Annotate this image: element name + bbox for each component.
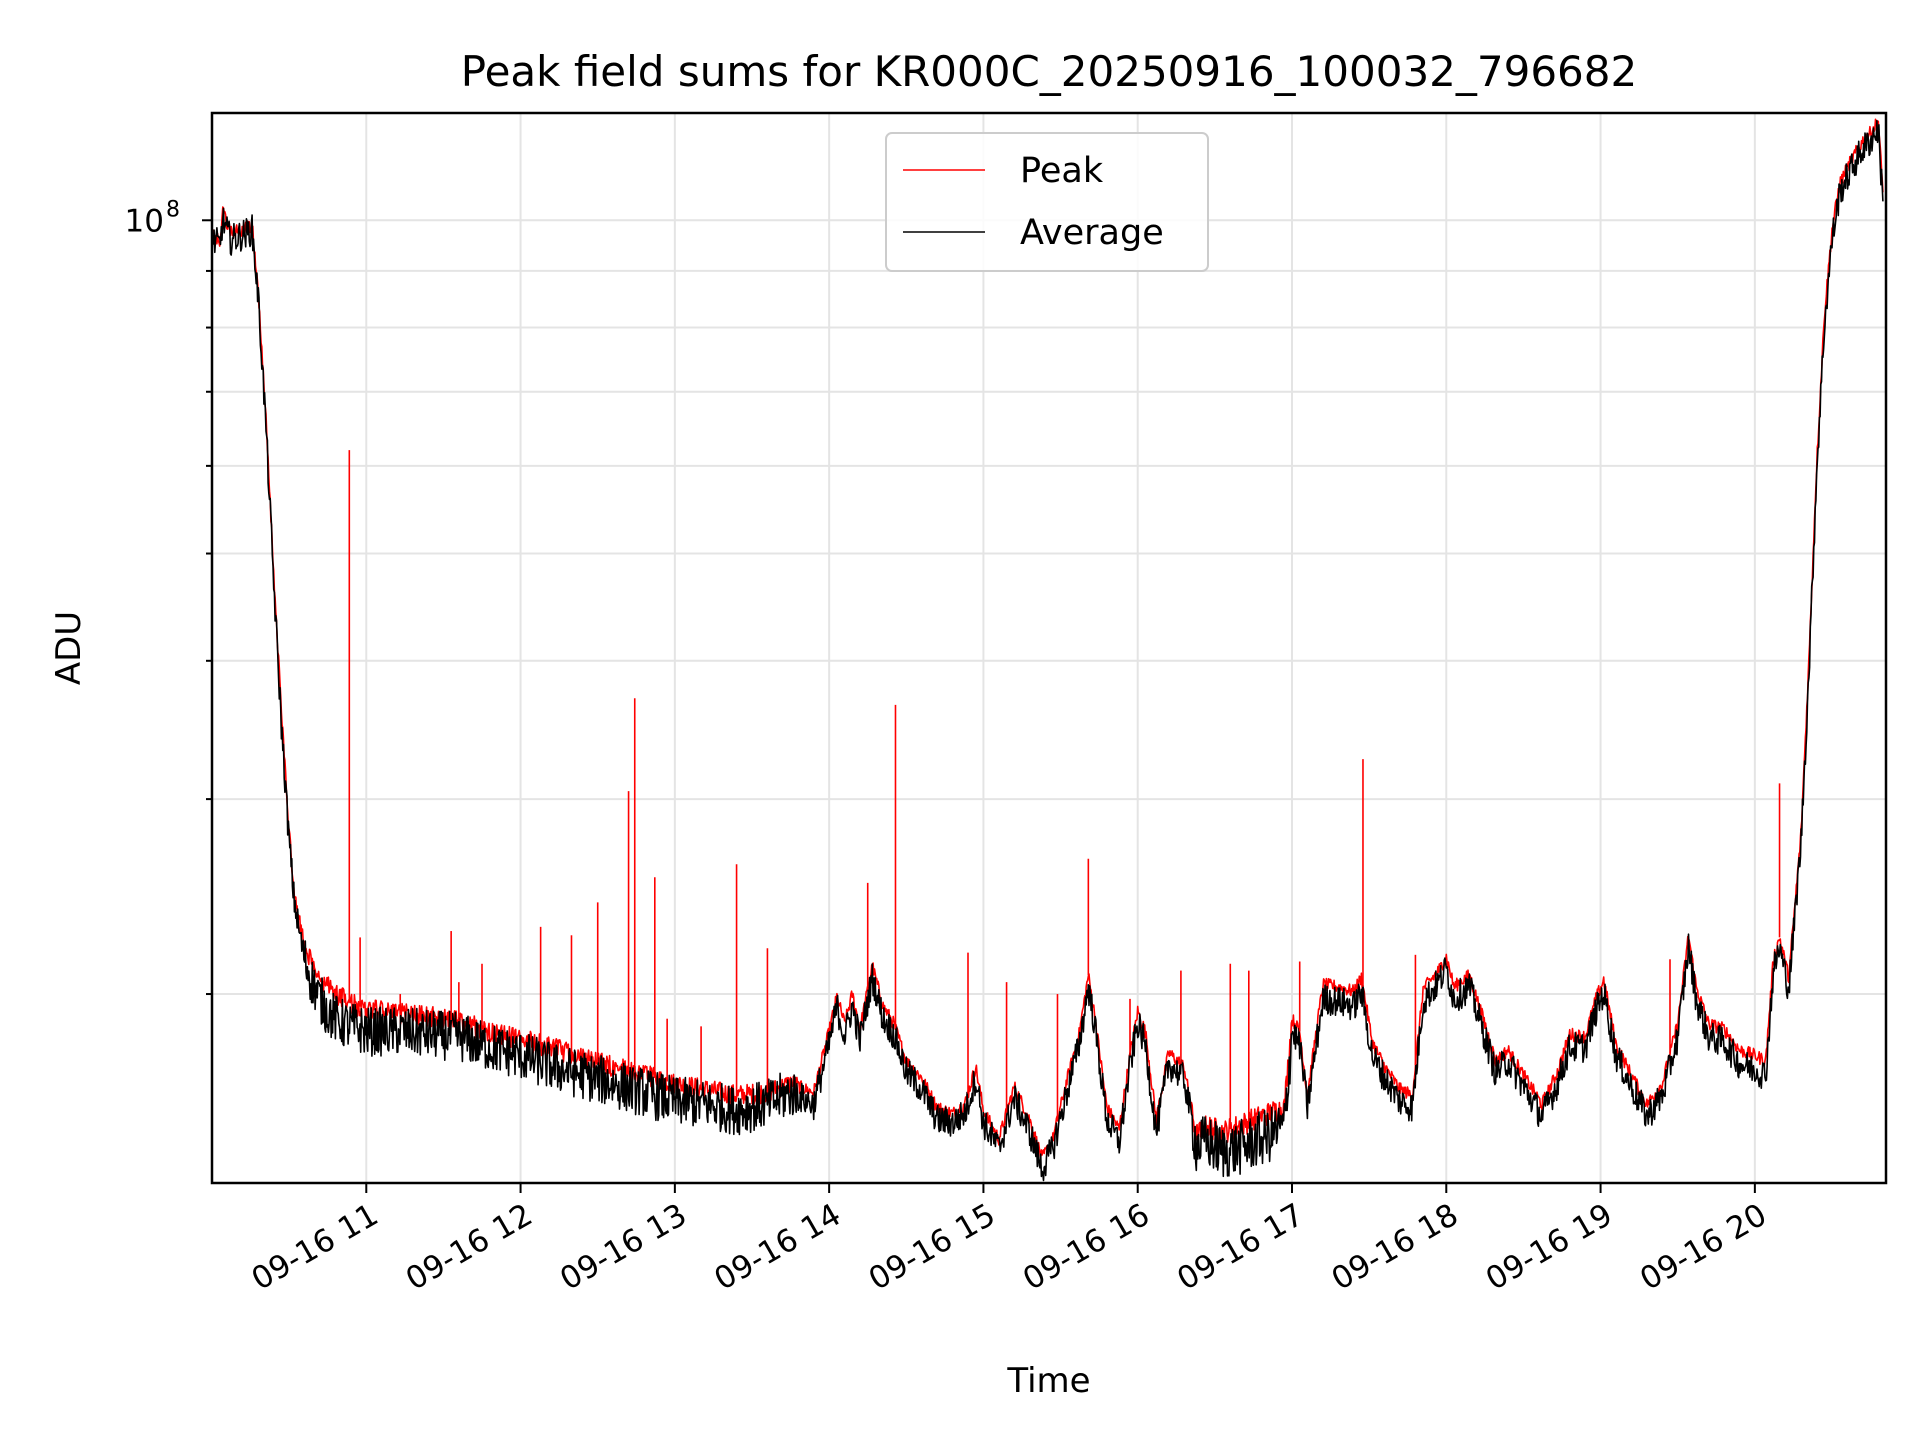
legend-label-average: Average — [1020, 213, 1164, 253]
series-line-average — [211, 119, 1884, 1182]
data-layer — [211, 118, 1884, 1182]
legend-box — [885, 132, 1209, 272]
chart-title: Peak field sums for KR000C_20250916_1000… — [461, 47, 1637, 96]
y-axis-label: ADU — [49, 611, 89, 685]
y-tick-label: 10 — [125, 203, 164, 239]
plot-frame — [210, 111, 1888, 1185]
legend-label-peak: Peak — [1020, 151, 1104, 191]
grid-layer — [212, 113, 1886, 1183]
y-tick-exponent: 8 — [166, 197, 180, 222]
x-axis-label: Time — [1006, 1361, 1090, 1401]
legend: Peak Average — [885, 132, 1209, 272]
